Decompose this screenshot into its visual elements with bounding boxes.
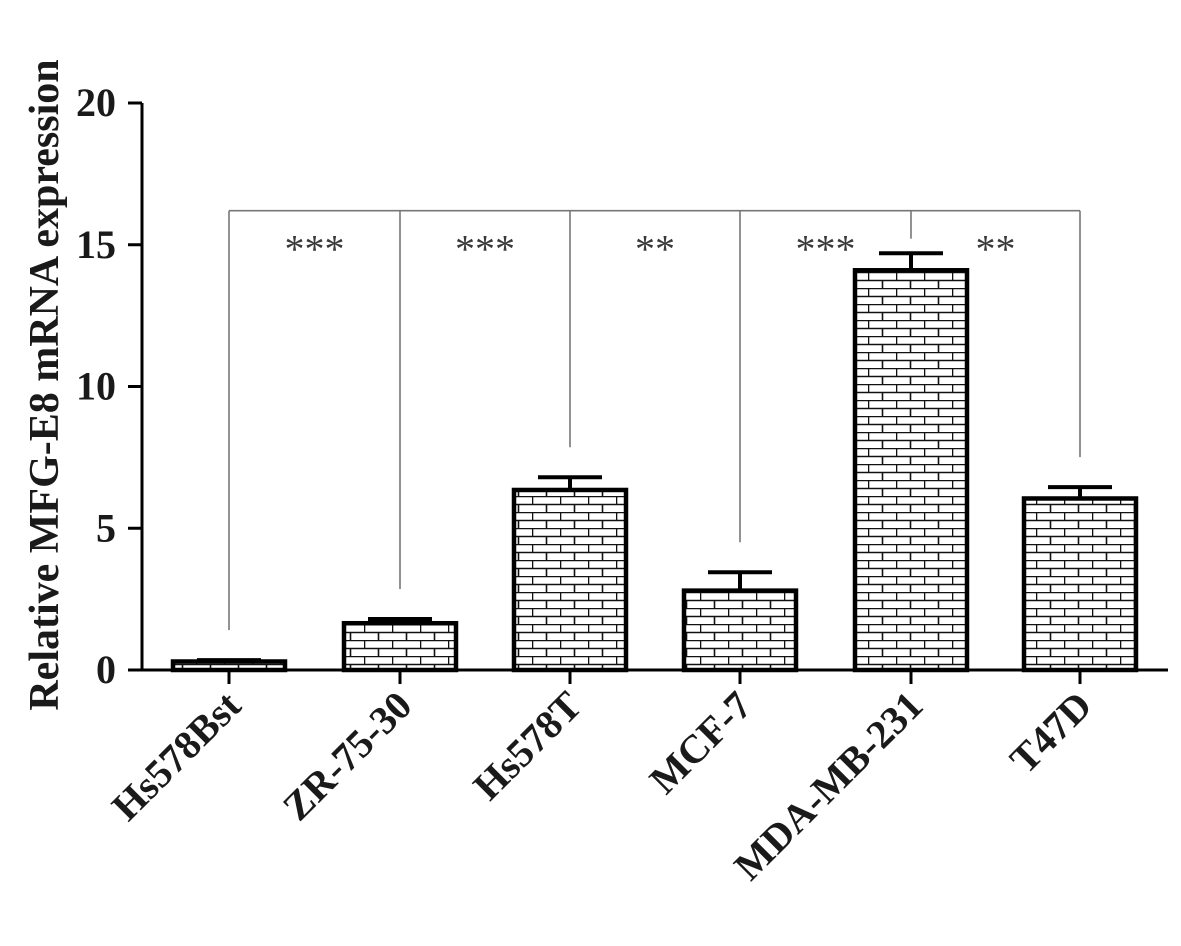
y-tick-label: 20	[76, 80, 116, 125]
bar	[341, 620, 459, 673]
y-tick-label: 5	[96, 505, 116, 550]
x-tick-label: Hs578T	[464, 682, 590, 808]
x-tick-label: MCF-7	[641, 683, 761, 803]
significance-label: ***	[455, 227, 515, 272]
y-tick-label: 0	[96, 647, 116, 692]
x-tick-label: T47D	[1001, 683, 1100, 782]
bar	[852, 268, 970, 673]
bar	[511, 487, 629, 673]
error-bars	[197, 251, 1112, 663]
x-tick-label: Hs578Bst	[103, 682, 250, 829]
y-tick-label: 15	[76, 222, 116, 267]
significance-label: **	[976, 227, 1016, 272]
significance-label: ***	[285, 227, 345, 272]
x-tick-label: ZR-75-30	[274, 683, 421, 830]
axes	[140, 103, 1168, 672]
bar	[170, 659, 288, 673]
y-axis-label: Relative MFG-E8 mRNA expression	[22, 59, 68, 710]
significance-label: **	[635, 227, 675, 272]
bars	[170, 268, 1139, 673]
y-tick-label: 10	[76, 364, 116, 409]
bar	[1021, 496, 1139, 673]
significance-label: ***	[796, 227, 856, 272]
significance-brackets: *** *** ** *** **	[228, 209, 1081, 631]
y-ticks: 0 5 10 15 20	[76, 80, 142, 692]
bar	[681, 588, 799, 673]
